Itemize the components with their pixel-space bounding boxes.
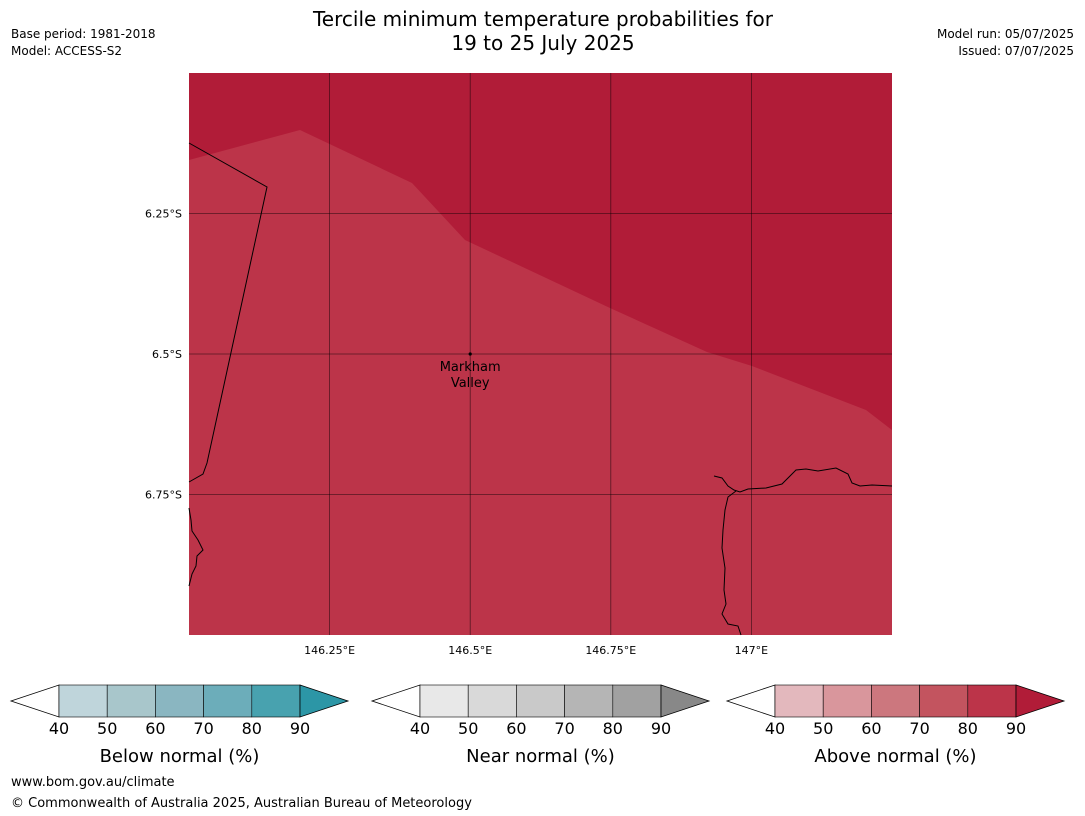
latitude-tick-labels: 6.25°S 6.5°S 6.75°S	[145, 208, 182, 502]
colorbar-0-segment-0	[58, 684, 108, 718]
lon-tick-label-0: 146.25°E	[304, 644, 355, 657]
lat-tick-label-2: 6.75°S	[145, 489, 182, 502]
colorbar-0-tick-2: 60	[145, 719, 165, 738]
lat-tick-label-1: 6.5°S	[152, 348, 182, 361]
border-line	[188, 142, 268, 483]
coastline-south	[721, 490, 742, 636]
colorbar-0-tick-4: 80	[242, 719, 262, 738]
base-period-label: Base period: 1981-2018	[11, 27, 156, 41]
place-marker	[468, 352, 472, 356]
meta-right: Model run: 05/07/2025 Issued: 07/07/2025	[937, 26, 1074, 60]
place-markers: Markham Valley	[440, 352, 501, 391]
colorbar-0-tick-5: 90	[290, 719, 310, 738]
colorbar-1-tick-3: 70	[554, 719, 574, 738]
footer-url: www.bom.gov.au/climate	[11, 775, 175, 790]
colorbar-2-low-extension	[725, 684, 776, 718]
colorbar-2-segment-3	[919, 684, 969, 718]
colorbar-2-tick-3: 70	[909, 719, 929, 738]
colorbar-0-segment-1	[106, 684, 156, 718]
place-label-line1: Markham	[440, 360, 501, 375]
colorbar-1-tick-5: 90	[651, 719, 671, 738]
meta-left: Base period: 1981-2018 Model: ACCESS-S2	[11, 26, 156, 60]
colorbar-1-tick-4: 80	[603, 719, 623, 738]
colorbar-0-high-extension	[299, 684, 350, 718]
colorbar-0-tick-3: 70	[193, 719, 213, 738]
colorbar-1-segment-4	[612, 684, 662, 718]
map-title: Tercile minimum temperature probabilitie…	[243, 7, 843, 55]
colorbar-0-low-extension	[9, 684, 60, 718]
colorbar-1-low-extension	[370, 684, 421, 718]
colorbar-1-tick-2: 60	[506, 719, 526, 738]
coastline-west	[188, 507, 204, 587]
colorbar-1-tick-1: 50	[458, 719, 478, 738]
colorbar-2-title: Above normal (%)	[814, 746, 976, 767]
lon-tick-label-3: 147°E	[735, 644, 768, 657]
colorbar-2-tick-1: 50	[813, 719, 833, 738]
model-run-label: Model run: 05/07/2025	[936, 27, 1074, 41]
lat-tick-label-0: 6.25°S	[145, 208, 182, 221]
colorbar-1-high-extension	[660, 684, 711, 718]
map-panel: Markham Valley 146.25°E 146.5°E 146.75°E 14…	[145, 73, 893, 657]
colorbar-2-tick-0: 40	[765, 719, 785, 738]
colorbar-1-title: Near normal (%)	[466, 746, 615, 767]
colorbar-1-segment-2	[516, 684, 565, 718]
coastline	[188, 142, 893, 636]
probability-region-80-90	[189, 73, 892, 430]
map-title-line2: 19 to 25 July 2025	[451, 31, 635, 55]
colorbar-0-tick-0: 40	[49, 719, 69, 738]
colorbar-0-segment-4	[251, 684, 301, 718]
place-label-line2: Valley	[451, 376, 490, 391]
lon-tick-label-1: 146.5°E	[448, 644, 492, 657]
map-title-line1: Tercile minimum temperature probabilitie…	[312, 7, 774, 31]
coastline-east	[713, 467, 893, 493]
colorbar-2-segment-0	[774, 684, 824, 718]
colorbar-2-tick-2: 60	[861, 719, 881, 738]
colorbar-1-segment-1	[467, 684, 517, 718]
colorbars: 40 50 60 70 80 90 Below normal (%) 40 50 60 70 80 90…	[9, 684, 1066, 767]
issued-label: Issued: 07/07/2025	[958, 44, 1074, 58]
colorbar-2-segment-1	[822, 684, 872, 718]
colorbar-2-tick-5: 90	[1006, 719, 1026, 738]
footer-copyright: © Commonwealth of Australia 2025, Austra…	[11, 796, 472, 811]
colorbar-1-segment-3	[564, 684, 614, 718]
colorbar-2-tick-4: 80	[958, 719, 978, 738]
colorbar-0-segment-2	[155, 684, 204, 718]
colorbar-0-title: Below normal (%)	[100, 746, 260, 767]
colorbar-0-segment-3	[203, 684, 253, 718]
colorbar-1: 40 50 60 70 80 90 Near normal (%)	[370, 684, 711, 767]
colorbar-0-tick-1: 50	[97, 719, 117, 738]
colorbar-1-segment-0	[419, 684, 469, 718]
colorbar-2-segment-4	[967, 684, 1017, 718]
colorbar-2-segment-2	[871, 684, 920, 718]
colorbar-1-tick-0: 40	[410, 719, 430, 738]
lon-tick-label-2: 146.75°E	[585, 644, 636, 657]
colorbar-0: 40 50 60 70 80 90 Below normal (%)	[9, 684, 350, 767]
colorbar-2: 40 50 60 70 80 90 Above normal (%)	[725, 684, 1066, 767]
model-label: Model: ACCESS-S2	[11, 44, 123, 58]
colorbar-2-high-extension	[1015, 684, 1066, 718]
longitude-tick-labels: 146.25°E 146.5°E 146.75°E 147°E	[304, 644, 768, 657]
gridlines	[189, 73, 892, 635]
